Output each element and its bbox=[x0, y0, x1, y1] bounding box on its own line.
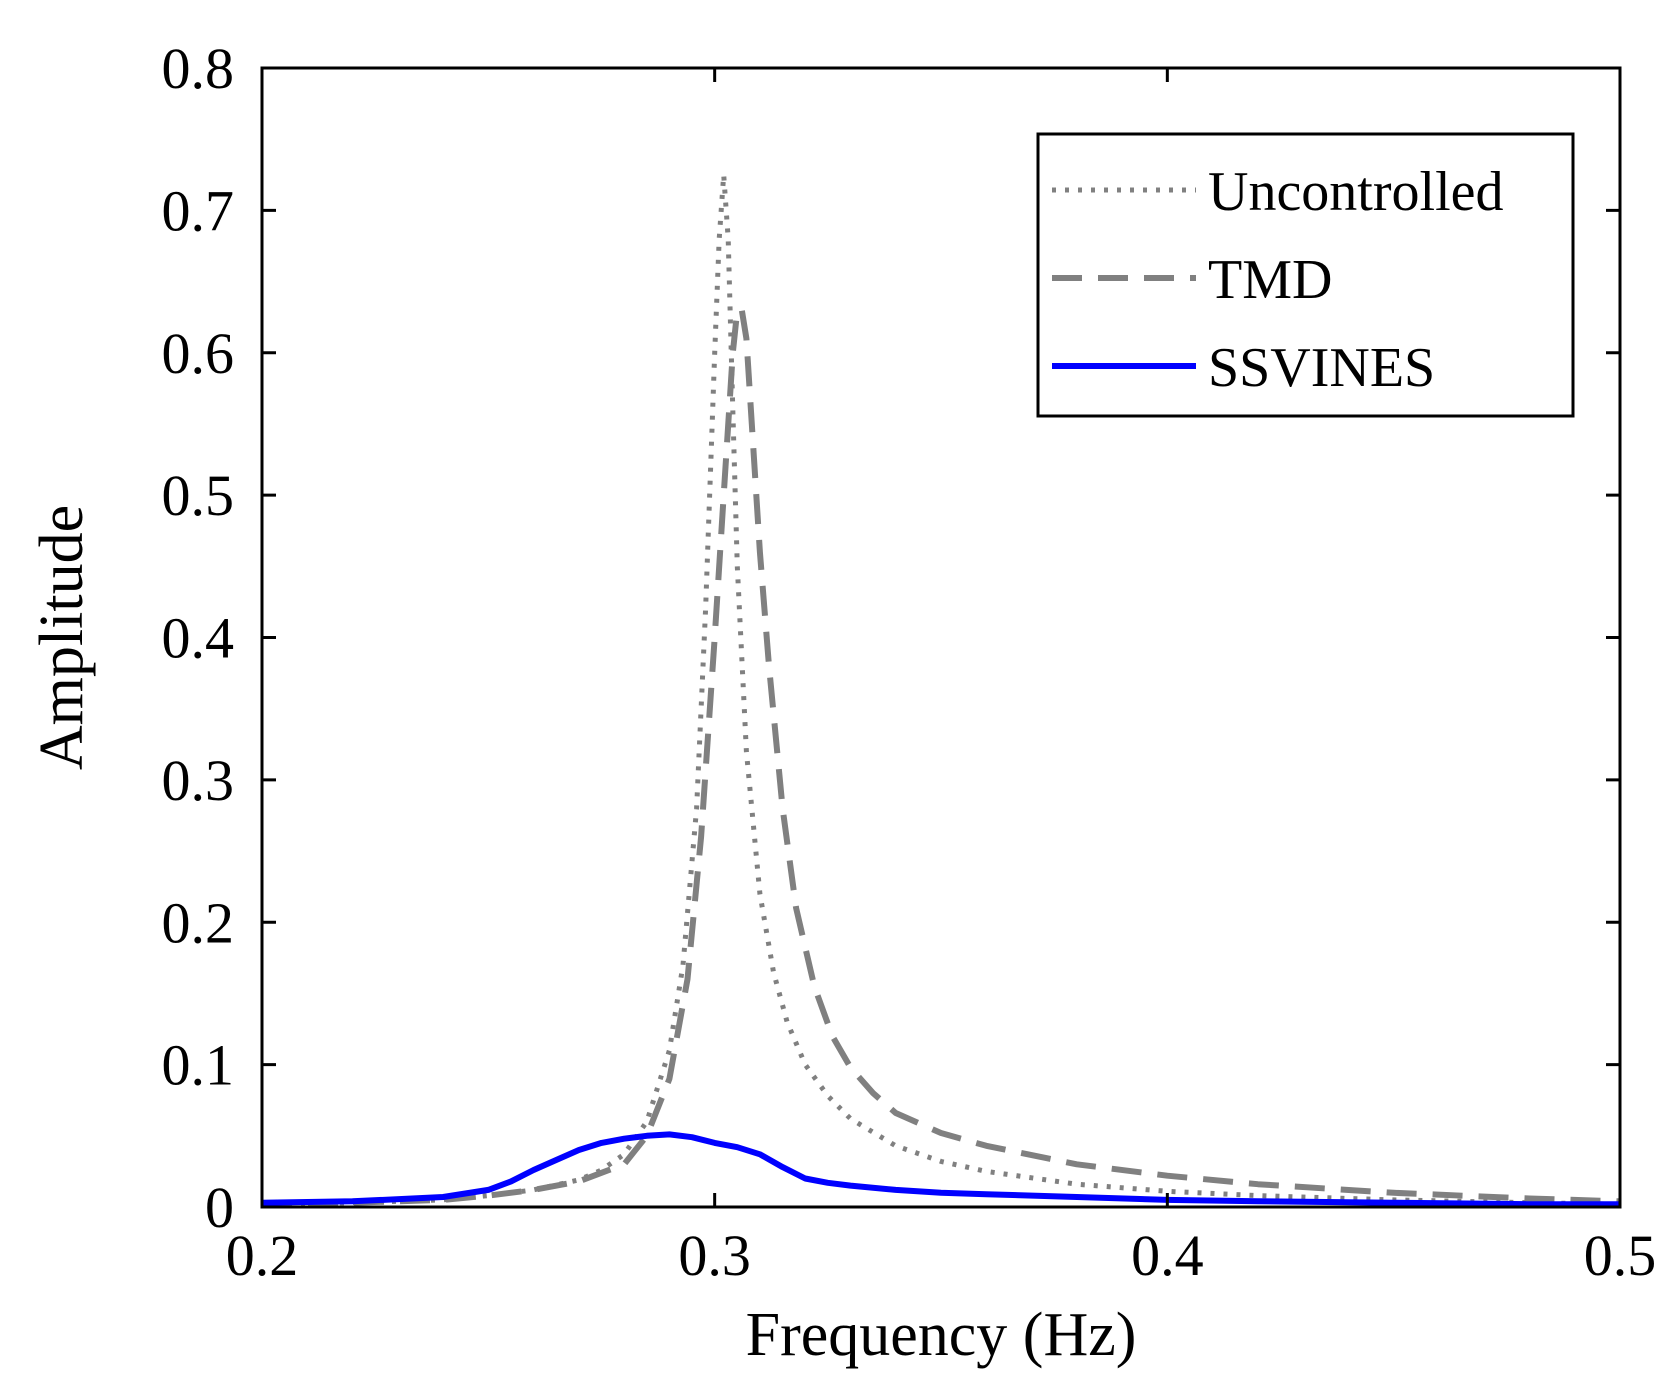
y-tick-label: 0.7 bbox=[162, 178, 235, 243]
y-tick-label: 0.4 bbox=[162, 606, 235, 671]
legend-label-ssvines: SSVINES bbox=[1208, 337, 1435, 399]
x-tick-label: 0.3 bbox=[678, 1223, 751, 1288]
y-tick-label: 0.8 bbox=[162, 36, 235, 101]
legend-label-uncontrolled: Uncontrolled bbox=[1208, 161, 1503, 223]
series-line-tmd bbox=[261, 307, 1621, 1208]
y-tick-label: 0.5 bbox=[162, 463, 235, 528]
ticks-layer bbox=[260, 66, 1622, 1209]
y-axis-title: Amplitude bbox=[28, 505, 96, 770]
series-layer bbox=[261, 172, 1621, 1208]
y-tick-label: 0.2 bbox=[162, 890, 235, 955]
y-tick-label: 0.3 bbox=[162, 748, 235, 813]
x-tick-label: 0.2 bbox=[226, 1223, 299, 1288]
y-tick-label: 0.1 bbox=[162, 1033, 235, 1098]
y-tick-label: 0.6 bbox=[162, 321, 235, 386]
x-tick-label: 0.5 bbox=[1584, 1223, 1657, 1288]
y-tick-label: 0 bbox=[205, 1175, 234, 1240]
series-line-uncontrolled bbox=[261, 172, 1621, 1207]
series-line-ssvines bbox=[261, 1131, 1620, 1208]
legend-label-tmd: TMD bbox=[1208, 249, 1332, 311]
x-tick-label: 0.4 bbox=[1131, 1223, 1204, 1288]
x-axis-title: Frequency (Hz) bbox=[746, 1301, 1137, 1369]
tick-labels: 0.2 0.3 0.4 0.5 0 0.1 0.2 0.3 0.4 0.5 0.6 0.7 0.8 bbox=[162, 36, 1657, 1288]
legend: Uncontrolled TMD SSVINES bbox=[1036, 132, 1575, 418]
